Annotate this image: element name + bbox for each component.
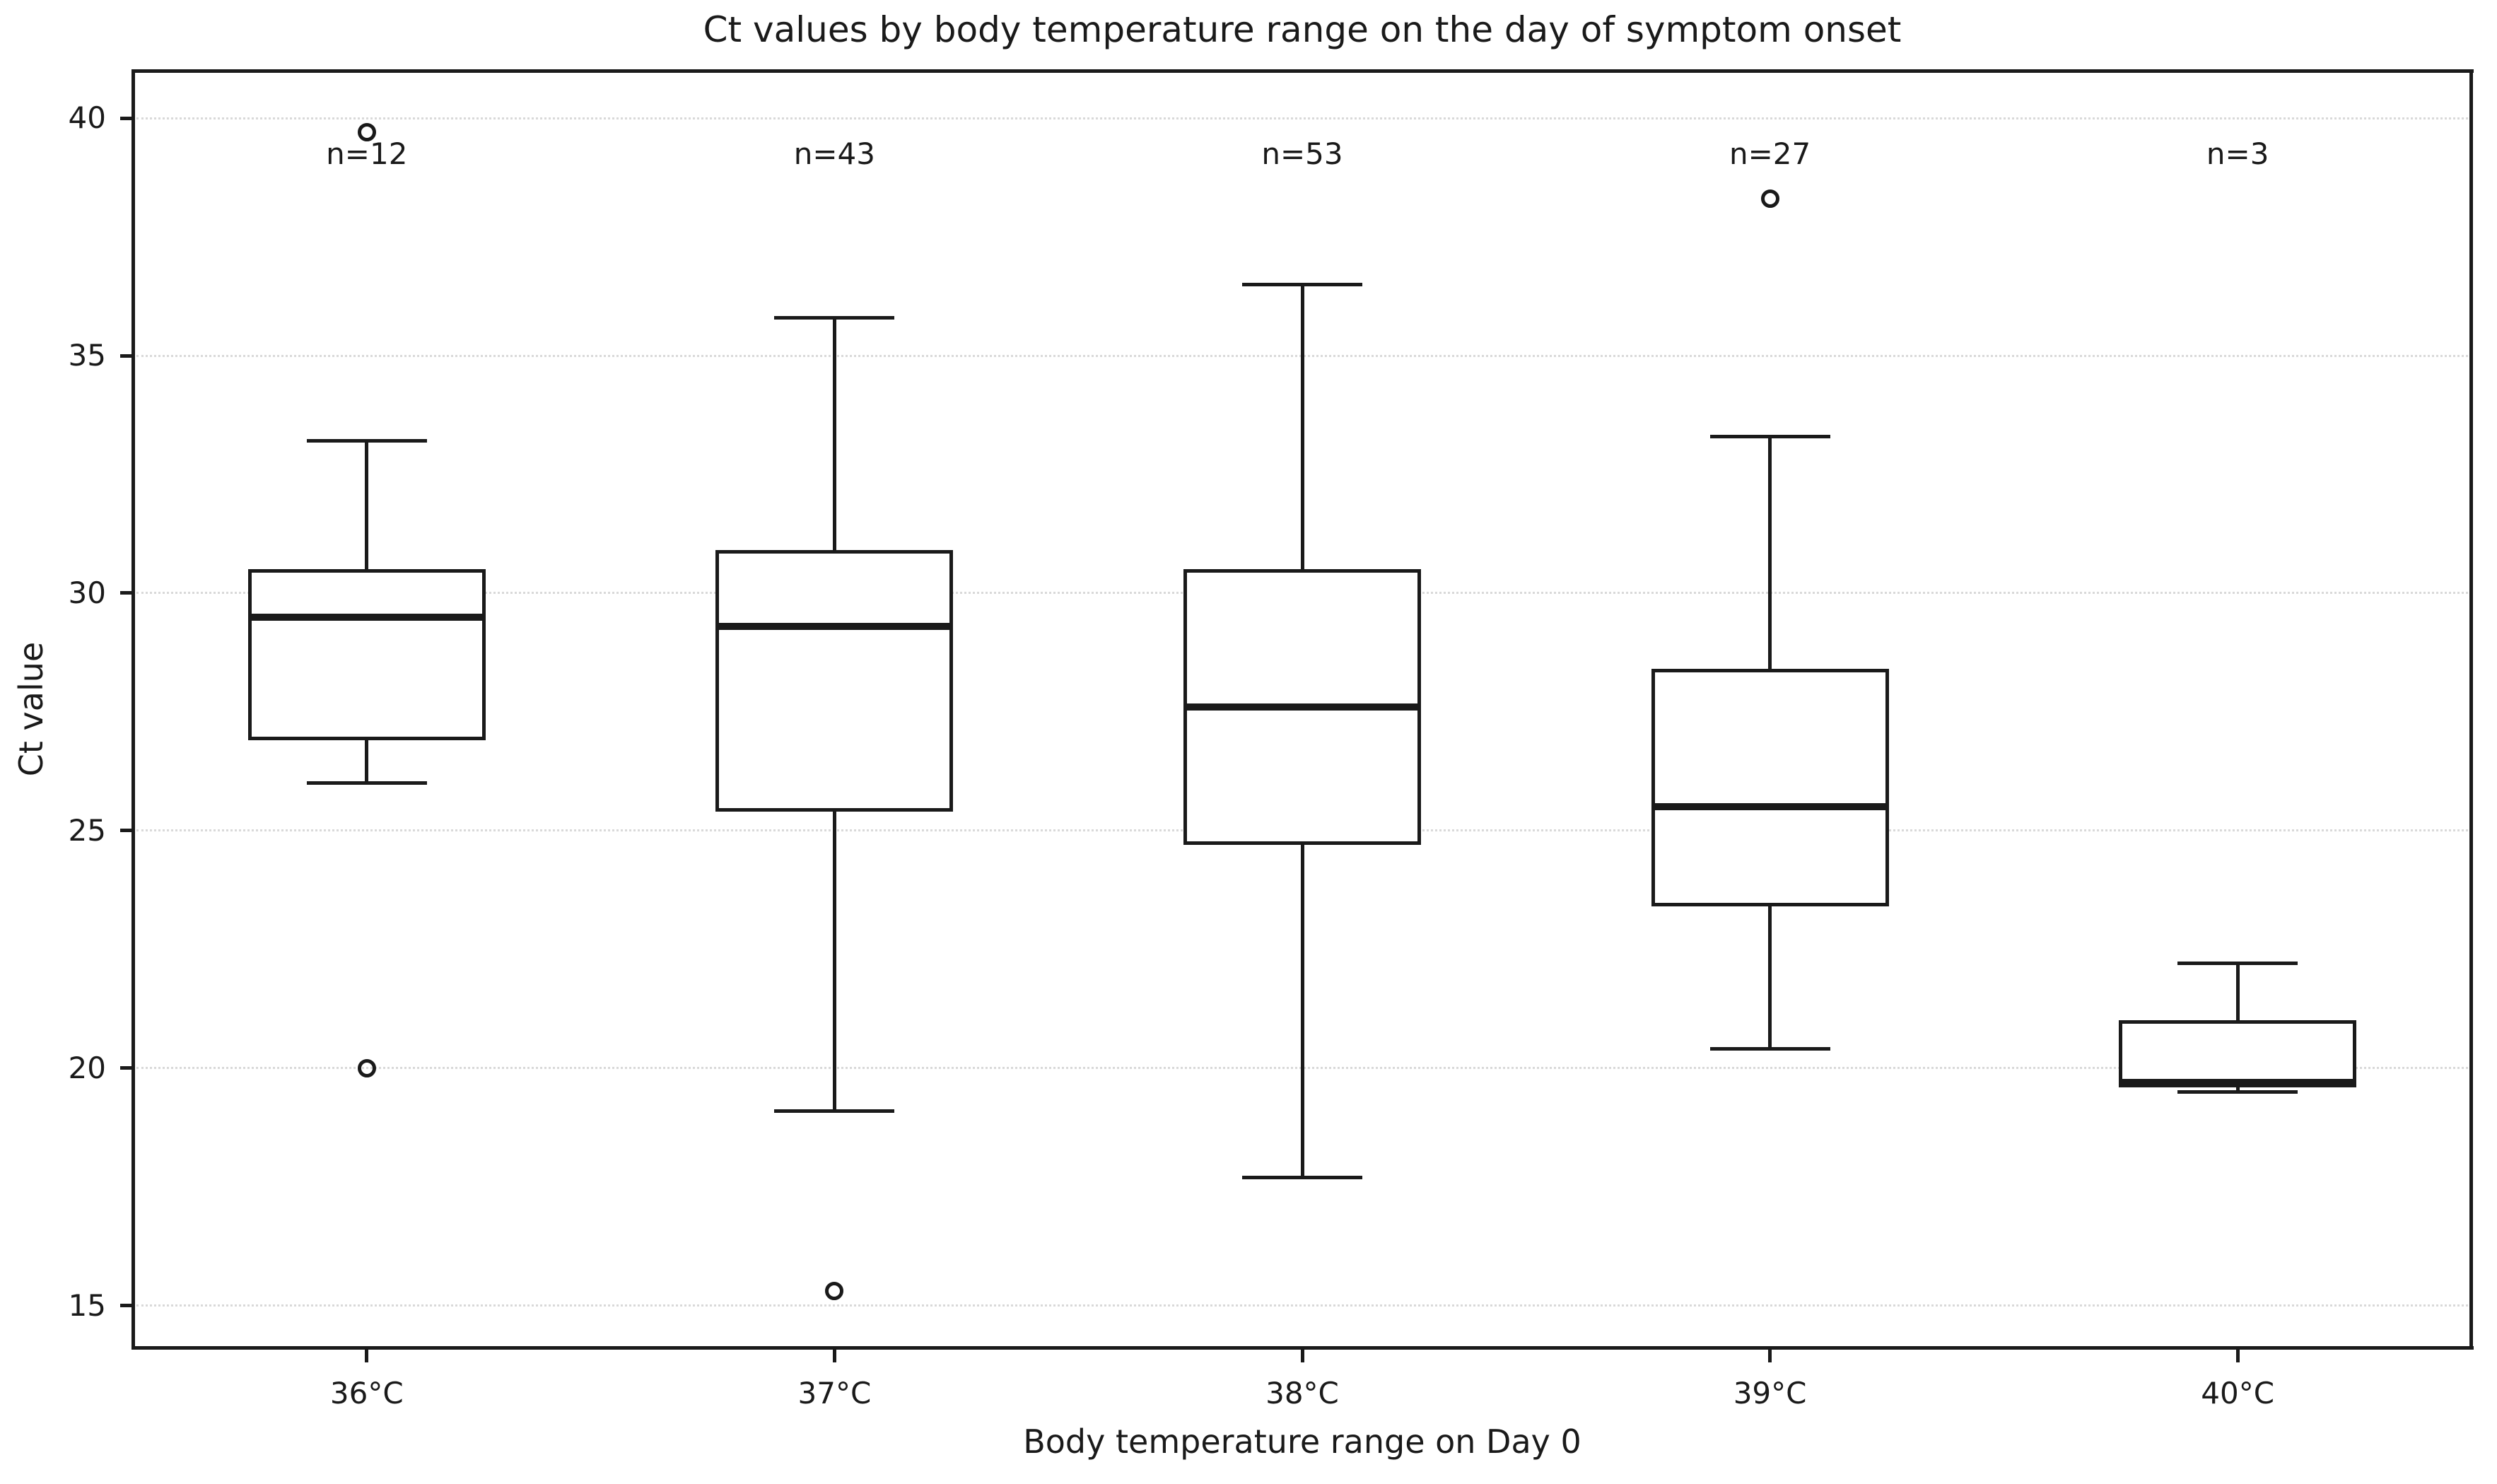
median-line-38c [1183,703,1421,711]
x-tick-39c [1768,1350,1772,1362]
chart-title: Ct values by body temperature range on t… [703,9,1902,50]
whisker-cap-upper-38c [1242,282,1362,286]
plot-border-left [131,69,135,1350]
whisker-cap-lower-36c [306,781,427,785]
whisker-lower-40c [2235,1087,2240,1092]
x-tick-label-37c: 37°C [797,1376,872,1410]
x-tick-36c [365,1350,369,1362]
x-tick-40c [2235,1350,2240,1362]
y-tick-label-20: 20 [68,1050,106,1085]
outlier-36c-1 [357,1058,376,1077]
y-tick-20 [120,1066,133,1070]
whisker-cap-upper-36c [306,439,427,443]
whisker-lower-38c [1300,844,1304,1178]
whisker-upper-38c [1300,284,1304,570]
y-tick-30 [120,591,133,595]
y-tick-25 [120,829,133,833]
whisker-lower-39c [1768,906,1772,1049]
x-tick-label-36c: 36°C [329,1376,404,1410]
n-label-40c: n=3 [2206,136,2269,171]
median-line-36c [247,613,486,621]
y-tick-label-25: 25 [68,812,106,848]
whisker-cap-upper-37c [774,315,895,320]
median-line-37c [715,622,954,630]
box-body-40c [2119,1020,2357,1087]
outlier-39c-0 [1760,189,1779,209]
x-tick-label-39c: 39°C [1733,1376,1807,1410]
whisker-upper-36c [365,440,369,570]
n-label-39c: n=27 [1729,136,1811,171]
x-tick-label-40c: 40°C [2201,1376,2275,1410]
plot-border-bottom [131,1346,2474,1350]
x-axis-label: Body temperature range on Day 0 [1023,1422,1581,1461]
whisker-upper-39c [1768,436,1772,670]
y-tick-35 [120,354,133,358]
box-body-36c [247,569,486,741]
box-body-39c [1651,669,1889,907]
x-tick-38c [1300,1350,1304,1362]
median-line-39c [1651,803,1889,811]
whisker-cap-lower-37c [774,1109,895,1113]
gridline-15 [136,1304,2468,1307]
y-tick-40 [120,116,133,120]
whisker-upper-37c [832,317,836,551]
whisker-cap-upper-40c [2177,962,2298,966]
n-label-36c: n=12 [326,136,408,171]
whisker-cap-lower-39c [1709,1047,1830,1051]
outlier-36c-0 [357,123,376,142]
gridline-40 [136,117,2468,119]
plot-border-top [131,69,2474,73]
n-label-38c: n=53 [1261,136,1343,171]
median-line-40c [2119,1078,2357,1086]
whisker-lower-36c [365,740,369,783]
whisker-upper-40c [2235,963,2240,1021]
x-tick-label-38c: 38°C [1265,1376,1339,1410]
plot-border-right [2469,69,2473,1350]
y-tick-label-35: 35 [68,338,106,373]
n-label-37c: n=43 [793,136,876,171]
whisker-cap-lower-38c [1242,1175,1362,1179]
whisker-cap-upper-39c [1709,434,1830,438]
y-tick-label-15: 15 [68,1287,106,1323]
y-tick-label-30: 30 [68,575,106,610]
whisker-lower-37c [832,811,836,1111]
whisker-cap-lower-40c [2177,1089,2298,1094]
outlier-37c-0 [825,1282,844,1301]
x-tick-37c [832,1350,836,1362]
y-tick-15 [120,1304,133,1308]
y-tick-label-40: 40 [68,100,106,136]
box-body-37c [715,550,954,812]
